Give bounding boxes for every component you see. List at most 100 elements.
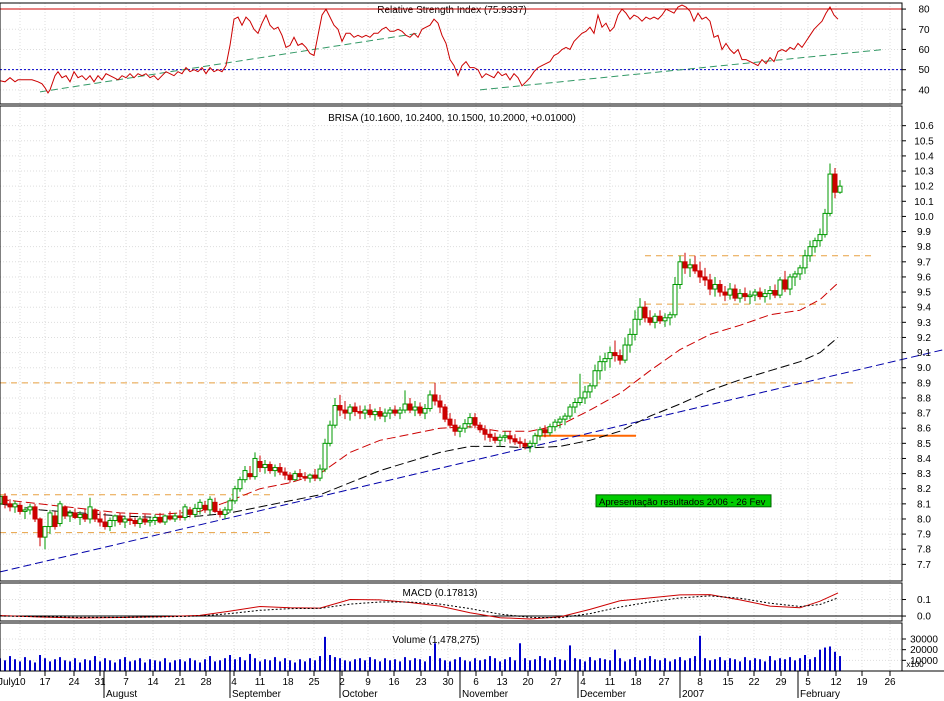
x-tick-label: 18 [282, 677, 294, 688]
candle-body [782, 279, 788, 290]
candle-body [777, 279, 783, 296]
candle-body [362, 409, 368, 414]
candle-body [387, 409, 393, 414]
x-tick-label: 25 [308, 677, 320, 688]
x-tick-label: 11 [605, 677, 616, 688]
x-tick-label: 8 [697, 677, 703, 688]
y-tick-label: 7.8 [917, 545, 931, 556]
candle-body [182, 506, 188, 518]
x-tick-label: 7 [123, 677, 129, 688]
candle-body [712, 284, 718, 290]
y-tick-label: 30000 [910, 635, 938, 646]
candle-body [317, 468, 323, 479]
candle-body [407, 403, 413, 411]
candle-body [412, 406, 418, 411]
x-tick-label: 10 [14, 677, 26, 688]
candle-body [77, 513, 83, 518]
candle-body [577, 397, 583, 403]
price-panel: BRISA (10.1600, 10.2400, 10.1500, 10.200… [0, 113, 944, 573]
candle-body [437, 400, 443, 408]
candle-body [402, 403, 408, 411]
candle-body [827, 173, 833, 214]
y-tick-label: 9.3 [917, 318, 931, 329]
rsi-title: Relative Strength Index (75.9337) [377, 5, 527, 16]
rsi-line [0, 4, 839, 94]
candle-body [812, 240, 818, 248]
candle-body [187, 509, 193, 515]
candle-body [832, 173, 838, 193]
candle-body [112, 515, 118, 521]
month-label: 2007 [682, 689, 705, 700]
candle-body [262, 464, 268, 469]
candle-body [162, 515, 168, 523]
y-tick-label: 7.9 [917, 530, 931, 541]
candle-body [802, 255, 808, 269]
y-tick-label: 8.7 [917, 409, 931, 420]
candle-body [392, 409, 398, 414]
y-tick-label: 0.1 [917, 595, 931, 606]
candle-body [462, 423, 468, 429]
candle-body [752, 291, 758, 296]
candle-body [572, 401, 578, 408]
candle-body [277, 467, 283, 473]
candle-body [662, 317, 668, 322]
x-tick-label: 2 [339, 677, 345, 688]
candle-body [657, 315, 663, 322]
y-axes: 80 70 60 50 40 10.6 10.5 10.4 10.3 10.2 10.1 10.0 9.… [902, 5, 938, 669]
candle-body [747, 294, 753, 298]
month-label: September [232, 689, 282, 700]
annotation-box [595, 494, 772, 508]
candle-body [667, 314, 673, 319]
volume-title: Volume (1,478,275) [392, 635, 479, 646]
candle-body [762, 293, 768, 298]
candle-body [42, 526, 48, 538]
candle-body [142, 518, 148, 523]
candle-body [282, 471, 288, 476]
price-line [0, 349, 944, 573]
candle-body [627, 333, 633, 346]
y-tick-label: 8.6 [917, 424, 931, 435]
candle-body [542, 429, 548, 434]
candle-body [372, 411, 378, 416]
candle-body [22, 509, 28, 512]
candle-body [692, 264, 698, 272]
x-tick-label: July [0, 677, 16, 688]
candle-body [417, 406, 423, 414]
price-title: BRISA (10.1600, 10.2400, 10.1500, 10.200… [328, 113, 576, 124]
candle-body [27, 506, 33, 511]
candle-body [817, 234, 823, 242]
candle-body [622, 344, 628, 361]
candle-body [217, 510, 223, 515]
candle-body [677, 261, 683, 286]
candle-body [457, 427, 463, 432]
candle-body [322, 442, 328, 470]
candle-body [822, 212, 828, 236]
candle-body [62, 506, 68, 517]
candle-body [767, 290, 773, 295]
candle-body [32, 506, 38, 520]
candle-body [732, 288, 738, 299]
x-tick-label: 19 [856, 677, 868, 688]
y-tick-label: 9.8 [917, 242, 931, 253]
candle-body [72, 512, 78, 518]
candle-body [652, 315, 658, 323]
y-tick-label: 9.9 [917, 227, 931, 238]
y-tick-label: 10.4 [914, 151, 934, 162]
candle-body [422, 408, 428, 414]
candle-body [332, 405, 338, 426]
candle-body [497, 436, 503, 441]
x-tick-label: 4 [231, 677, 237, 688]
candle-body [202, 504, 208, 511]
y-tick-label: 10.2 [914, 182, 934, 193]
x-tick-label: 17 [39, 677, 51, 688]
candle-body [757, 291, 763, 298]
candle-body [672, 284, 678, 316]
y-tick-label: 50 [918, 65, 930, 76]
candle-body [787, 276, 793, 290]
x-tick-label: 9 [365, 677, 371, 688]
candle-body [352, 406, 358, 413]
candle-body [167, 515, 173, 520]
candle-body [17, 504, 23, 512]
candle-body [517, 441, 523, 444]
y-tick-label: 9.1 [917, 348, 931, 359]
